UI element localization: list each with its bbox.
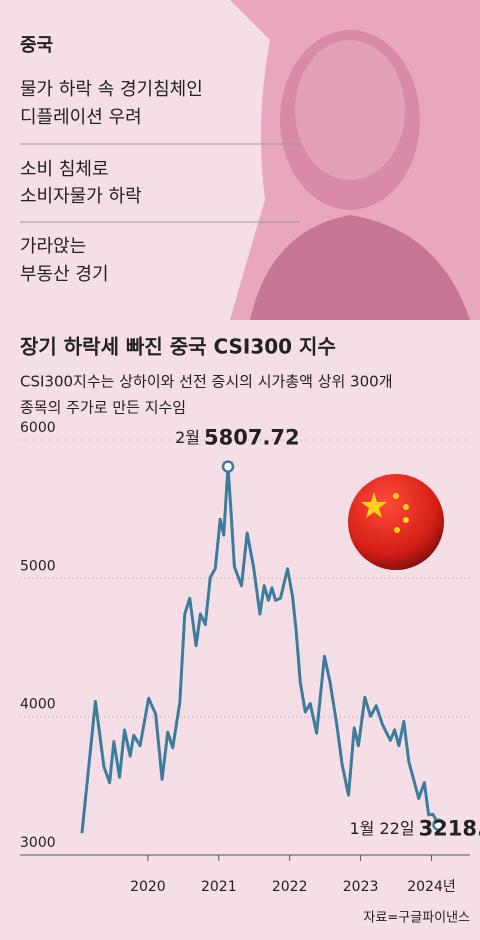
y-tick-label: 4000 xyxy=(20,697,56,713)
x-tick-label: 2022 xyxy=(272,879,308,895)
banknote-portrait xyxy=(230,0,480,320)
chart-subtitle: 종목의 주가로 만든 지수임 xyxy=(20,399,186,417)
annotation-label: 2월 xyxy=(175,428,200,447)
chart-title: 장기 하락세 빠진 중국 CSI300 지수 xyxy=(20,335,336,359)
annotation-marker xyxy=(432,818,445,831)
annotation-value: 3218.90 xyxy=(419,817,480,841)
header-title: 중국 xyxy=(20,35,53,56)
annotation-label: 1월 22일 xyxy=(349,819,414,838)
annotation-marker xyxy=(221,460,235,473)
y-tick-label: 6000 xyxy=(20,420,56,436)
x-tick-label: 2021 xyxy=(201,879,237,895)
annotation-value: 5807.72 xyxy=(204,426,300,450)
header-item: 소비자물가 하락 xyxy=(20,186,142,207)
chart-subtitle: CSI300지수는 상하이와 선전 증시의 시가총액 상위 300개 xyxy=(20,373,393,391)
header-item: 소비 침체로 xyxy=(20,159,109,180)
header-item: 부동산 경기 xyxy=(20,264,109,285)
data-line xyxy=(80,465,440,834)
china-flag xyxy=(348,474,444,570)
header-item: 디플레이션 우려 xyxy=(20,107,142,128)
header-item: 가라앉는 xyxy=(20,236,86,257)
y-tick-label: 5000 xyxy=(20,558,56,574)
x-tick-label: 2023 xyxy=(343,879,379,895)
source: 자료=구글파이낸스 xyxy=(363,911,470,926)
x-tick-label: 2024년 xyxy=(407,879,456,895)
x-tick-label: 2020 xyxy=(130,879,166,895)
y-tick-label: 3000 xyxy=(20,835,56,851)
header-item: 물가 하락 속 경기침체인 xyxy=(20,79,203,100)
